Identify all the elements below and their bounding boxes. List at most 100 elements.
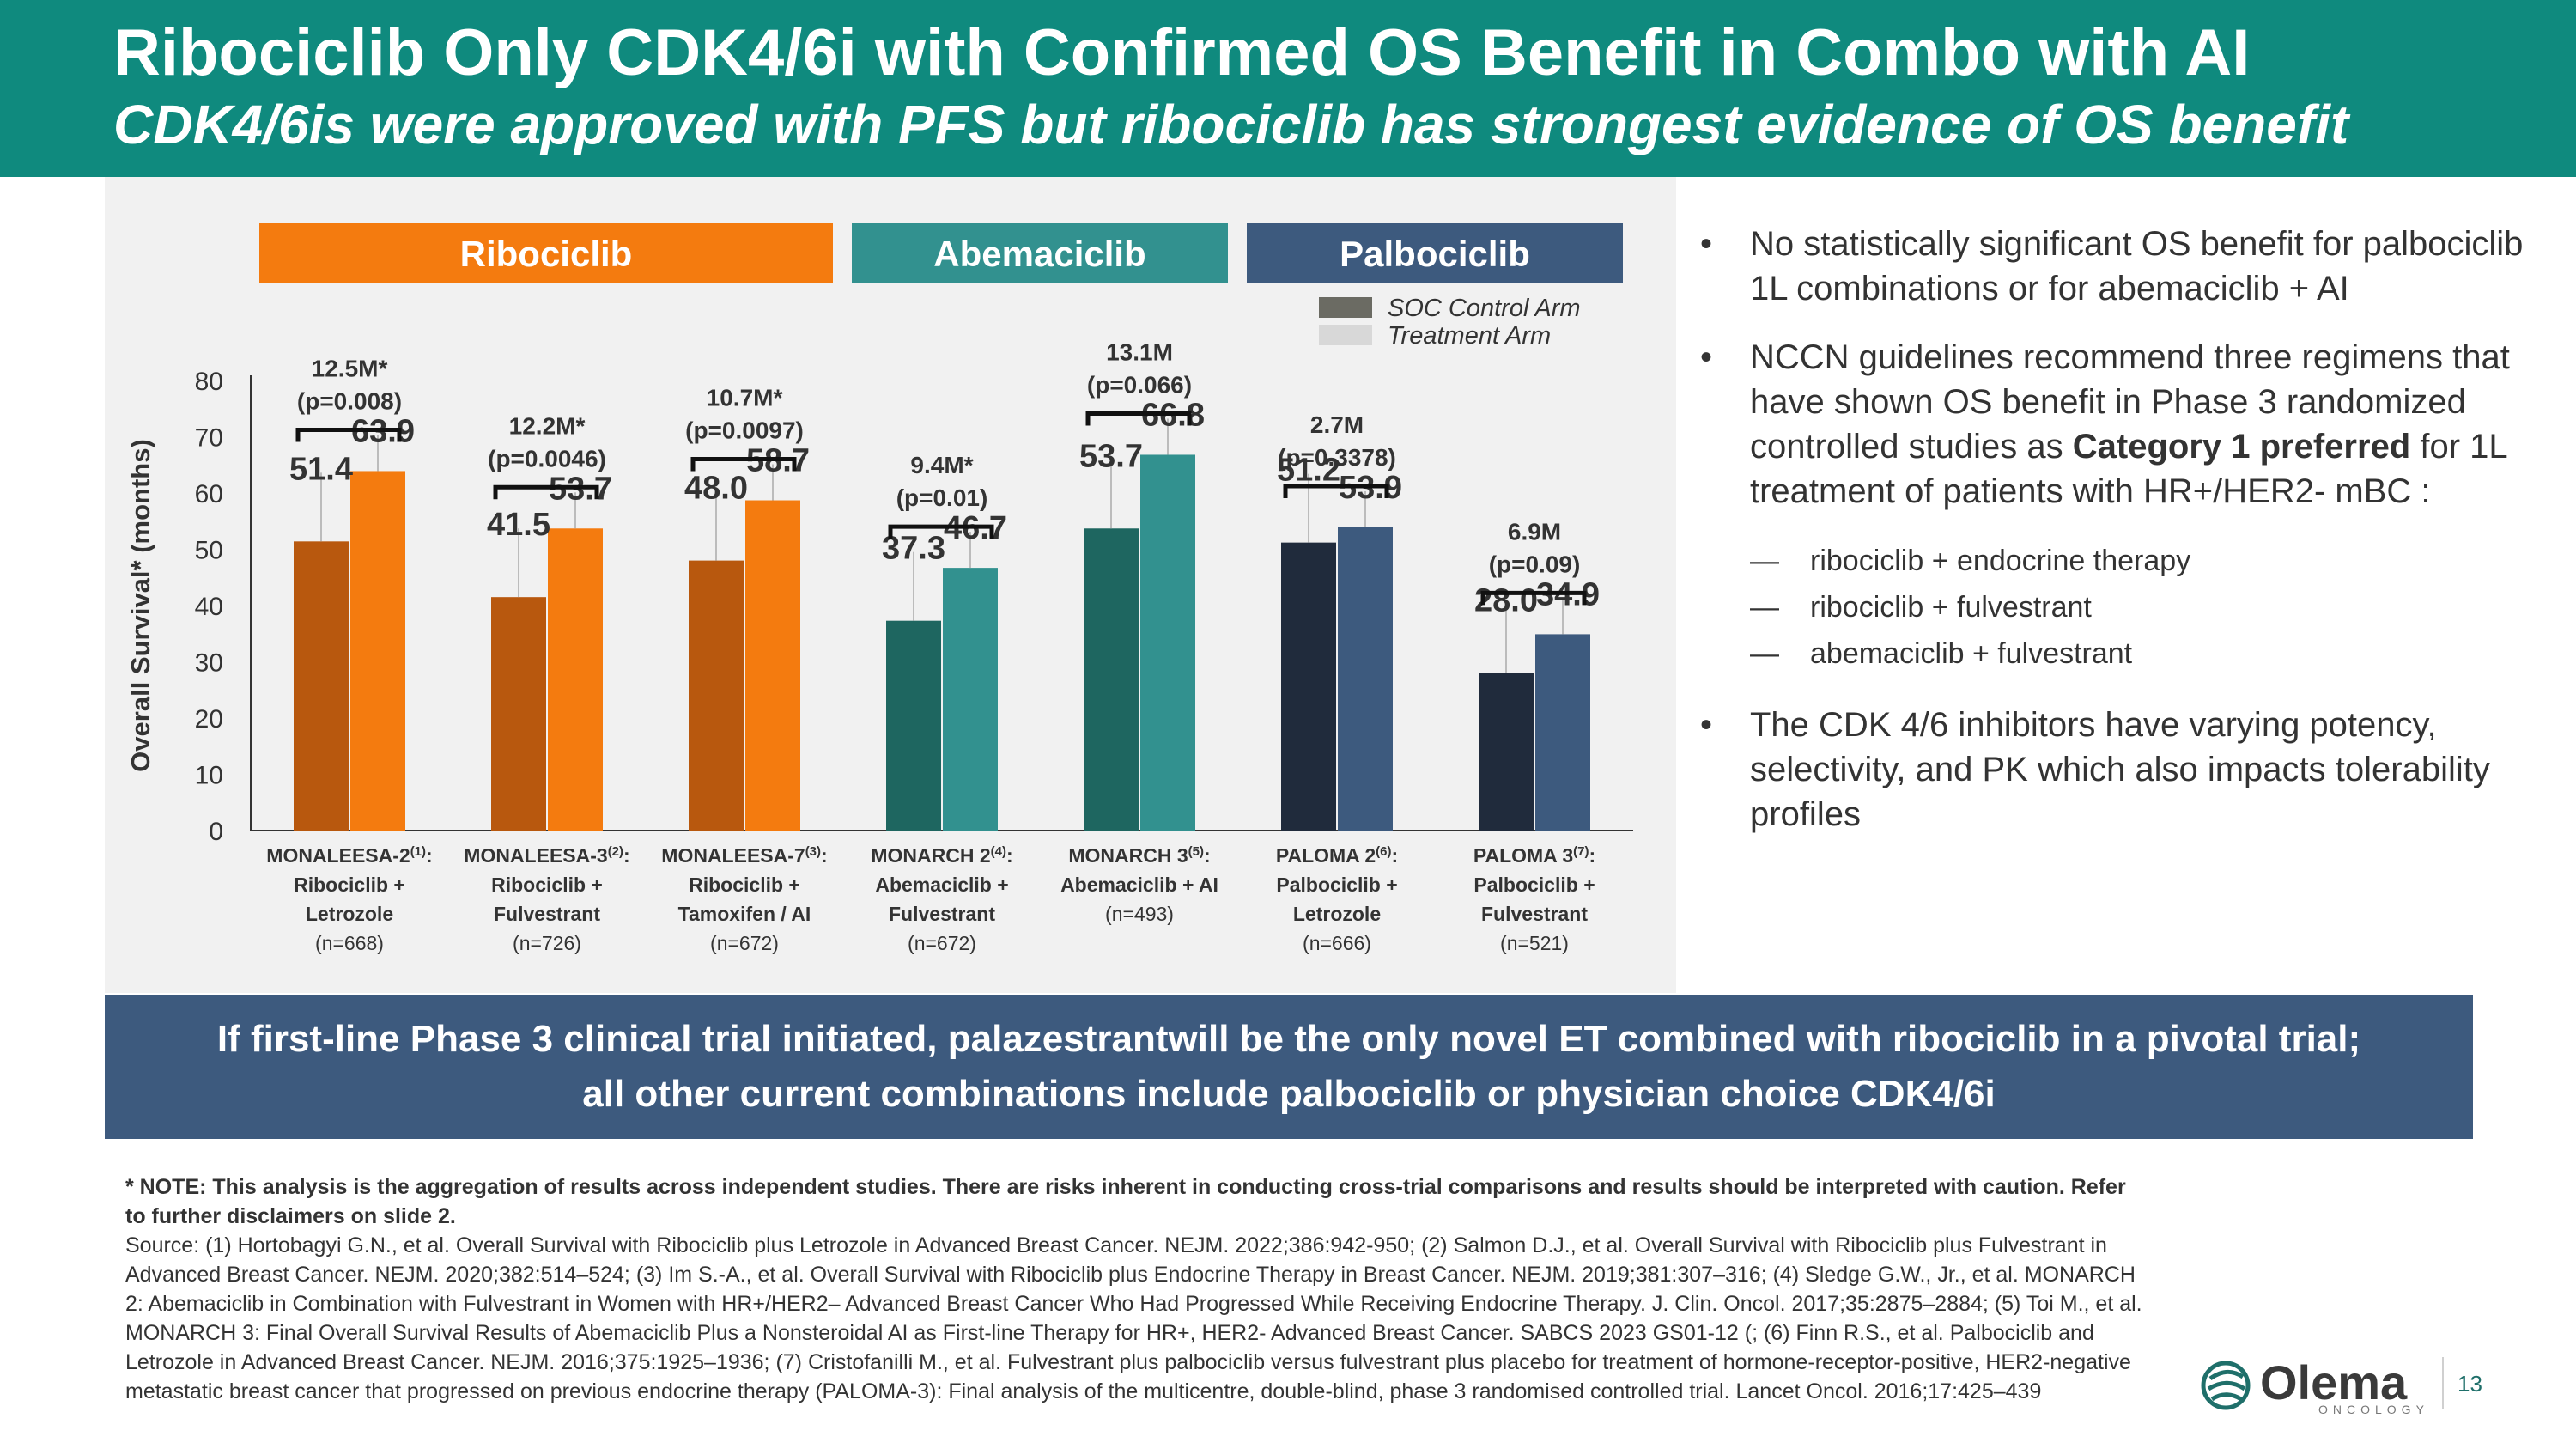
bullet-text: No statistically significant OS benefit … [1750, 225, 2524, 307]
value-label-control: 48.0 [684, 471, 748, 507]
p-value-label: (p=0.0097) [685, 417, 804, 444]
trial-regimen-label: Abemaciclib + AI [1060, 874, 1218, 896]
title-banner: Ribociclib Only CDK4/6i with Confirmed O… [0, 0, 2576, 177]
bullet-cdk-inhibitors: • The CDK 4/6 inhibitors have varying pot… [1700, 706, 2490, 833]
source-references: Source: (1) Hortobagyi G.N., et al. Over… [125, 1233, 2142, 1403]
slide-subtitle: CDK4/6is were approved with PFS but ribo… [113, 94, 2349, 155]
chart-panel: Overall Survival* (months) 0 10 20 30 40 50 60 7… [105, 177, 1676, 993]
bar-control [294, 541, 349, 831]
logo-subtitle: ONCOLOGY [2318, 1403, 2429, 1416]
bar-treatment [1140, 454, 1195, 831]
difference-bracket [690, 457, 797, 472]
trial-name-label: PALOMA 3(7): [1473, 844, 1595, 868]
y-tick-label: 50 [195, 537, 223, 565]
value-label-control: 53.7 [1079, 438, 1143, 474]
trial-regimen-label: Ribociclib + [491, 874, 603, 896]
p-value-label: (p=0.008) [297, 387, 402, 414]
value-label-control: 51.2 [1277, 453, 1340, 489]
p-value-label: (p=0.01) [896, 484, 988, 511]
difference-label: 9.4M* [910, 452, 973, 478]
difference-label: 6.9M [1508, 518, 1561, 545]
trial-n-label: (n=521) [1500, 932, 1569, 954]
difference-bracket [295, 427, 402, 442]
banner-line-1: If first-line Phase 3 clinical trial ini… [216, 1018, 2361, 1060]
banner-line-2: all other current combinations include p… [582, 1073, 1996, 1115]
legend-label-treatment: Treatment Arm [1388, 322, 1551, 350]
trial-regimen-label: Palbociclib + [1276, 874, 1397, 896]
drug-group-header [852, 223, 1228, 283]
y-tick-label: 70 [195, 424, 223, 453]
trial-name-label: MONALEESA-3(2): [464, 844, 629, 868]
bar-treatment [350, 471, 405, 831]
difference-bracket [888, 524, 994, 539]
value-label-control: 41.5 [487, 507, 550, 543]
key-points: • No statistically significant OS benefit… [1700, 222, 2559, 861]
trial-regimen-label: Fulvestrant [889, 903, 995, 925]
bullet-text: The CDK 4/6 inhibitors have varying pote… [1750, 706, 2490, 833]
trial-n-label: (n=672) [710, 932, 779, 954]
p-value-label: (p=0.066) [1087, 371, 1192, 398]
bullet-no-os-benefit: • No statistically significant OS benefit… [1700, 225, 2524, 307]
y-tick-label: 30 [195, 649, 223, 678]
y-tick-label: 40 [195, 593, 223, 621]
legend-swatch-treatment [1319, 325, 1372, 345]
y-tick-label: 80 [195, 368, 223, 396]
difference-label: 2.7M [1310, 411, 1364, 438]
bar-treatment [943, 568, 998, 831]
y-tick-label: 60 [195, 480, 223, 508]
legend-label-control: SOC Control Arm [1388, 295, 1581, 322]
bar-control [1084, 528, 1139, 831]
y-tick-label: 10 [195, 762, 223, 790]
sub-bullet: — abemaciclib + fulvestrant [1750, 637, 2133, 670]
olema-logo: Olema ONCOLOGY [2198, 1353, 2424, 1422]
bar-treatment [1338, 527, 1393, 831]
bar-treatment [548, 528, 603, 831]
trial-regimen-label: Letrozole [1293, 903, 1381, 925]
difference-bracket [1480, 590, 1587, 606]
y-tick-label: 20 [195, 705, 223, 734]
disclaimer-note: * NOTE: This analysis is the aggregation… [125, 1175, 2126, 1228]
bar-treatment [1535, 634, 1590, 831]
difference-label: 12.5M* [312, 355, 388, 381]
y-axis-title: Overall Survival* (months) [125, 439, 155, 772]
olema-mark-icon [2201, 1361, 2251, 1410]
p-value-label: (p=0.09) [1489, 551, 1581, 577]
difference-label: 12.2M* [509, 412, 586, 439]
trial-n-label: (n=493) [1105, 903, 1174, 925]
trial-n-label: (n=672) [908, 932, 976, 954]
bullet-nccn: • NCCN guidelines recommend three regimen… [1700, 338, 2510, 510]
bar-control [689, 560, 744, 831]
trial-n-label: (n=668) [315, 932, 384, 954]
trial-name-label: MONARCH 2(4): [871, 844, 1012, 868]
p-value-label: (p=0.0046) [488, 445, 606, 472]
drug-group-label: Ribociclib [460, 234, 633, 274]
trial-regimen-label: Palbociclib + [1473, 874, 1595, 896]
trial-regimen-label: Tamoxifen / AI [678, 903, 811, 925]
bar-control [1281, 542, 1336, 831]
page-divider [2442, 1357, 2444, 1409]
trial-n-label: (n=666) [1303, 932, 1371, 954]
page-number: 13 [2458, 1371, 2482, 1397]
difference-bracket [1283, 484, 1389, 498]
bullet-text: NCCN guidelines recommend three regimens… [1750, 338, 2510, 466]
trial-regimen-label: Ribociclib + [689, 874, 800, 896]
os-bar-chart: Overall Survival* (months) 0 10 20 30 40 50 60 7… [125, 223, 1633, 954]
trial-name-label: MONALEESA-2(1): [266, 844, 432, 868]
difference-label: 13.1M [1106, 338, 1173, 365]
trial-regimen-label: Fulvestrant [1481, 903, 1588, 925]
drug-group-header [1247, 223, 1623, 283]
bullet-text: for 1L treatment of patients with HR+/HE… [1750, 428, 2507, 510]
trial-regimen-label: Ribociclib + [294, 874, 405, 896]
bullet-bold-text: Category 1 preferred [2072, 428, 2411, 466]
difference-bracket [493, 484, 599, 500]
sub-bullet: — ribociclib + endocrine therapy [1750, 545, 2191, 577]
drug-group-label: Palbociclib [1340, 234, 1530, 274]
bar-control [1479, 673, 1534, 831]
sub-bullet-text: abemaciclib + fulvestrant [1810, 637, 2133, 670]
logo-wordmark: Olema [2260, 1355, 2408, 1409]
trial-name-label: PALOMA 2(6): [1276, 844, 1398, 868]
trial-regimen-label: Letrozole [306, 903, 393, 925]
bar-control [491, 597, 546, 831]
footnotes: * NOTE: This analysis is the aggregation… [125, 1172, 2152, 1406]
difference-bracket [1085, 411, 1192, 426]
